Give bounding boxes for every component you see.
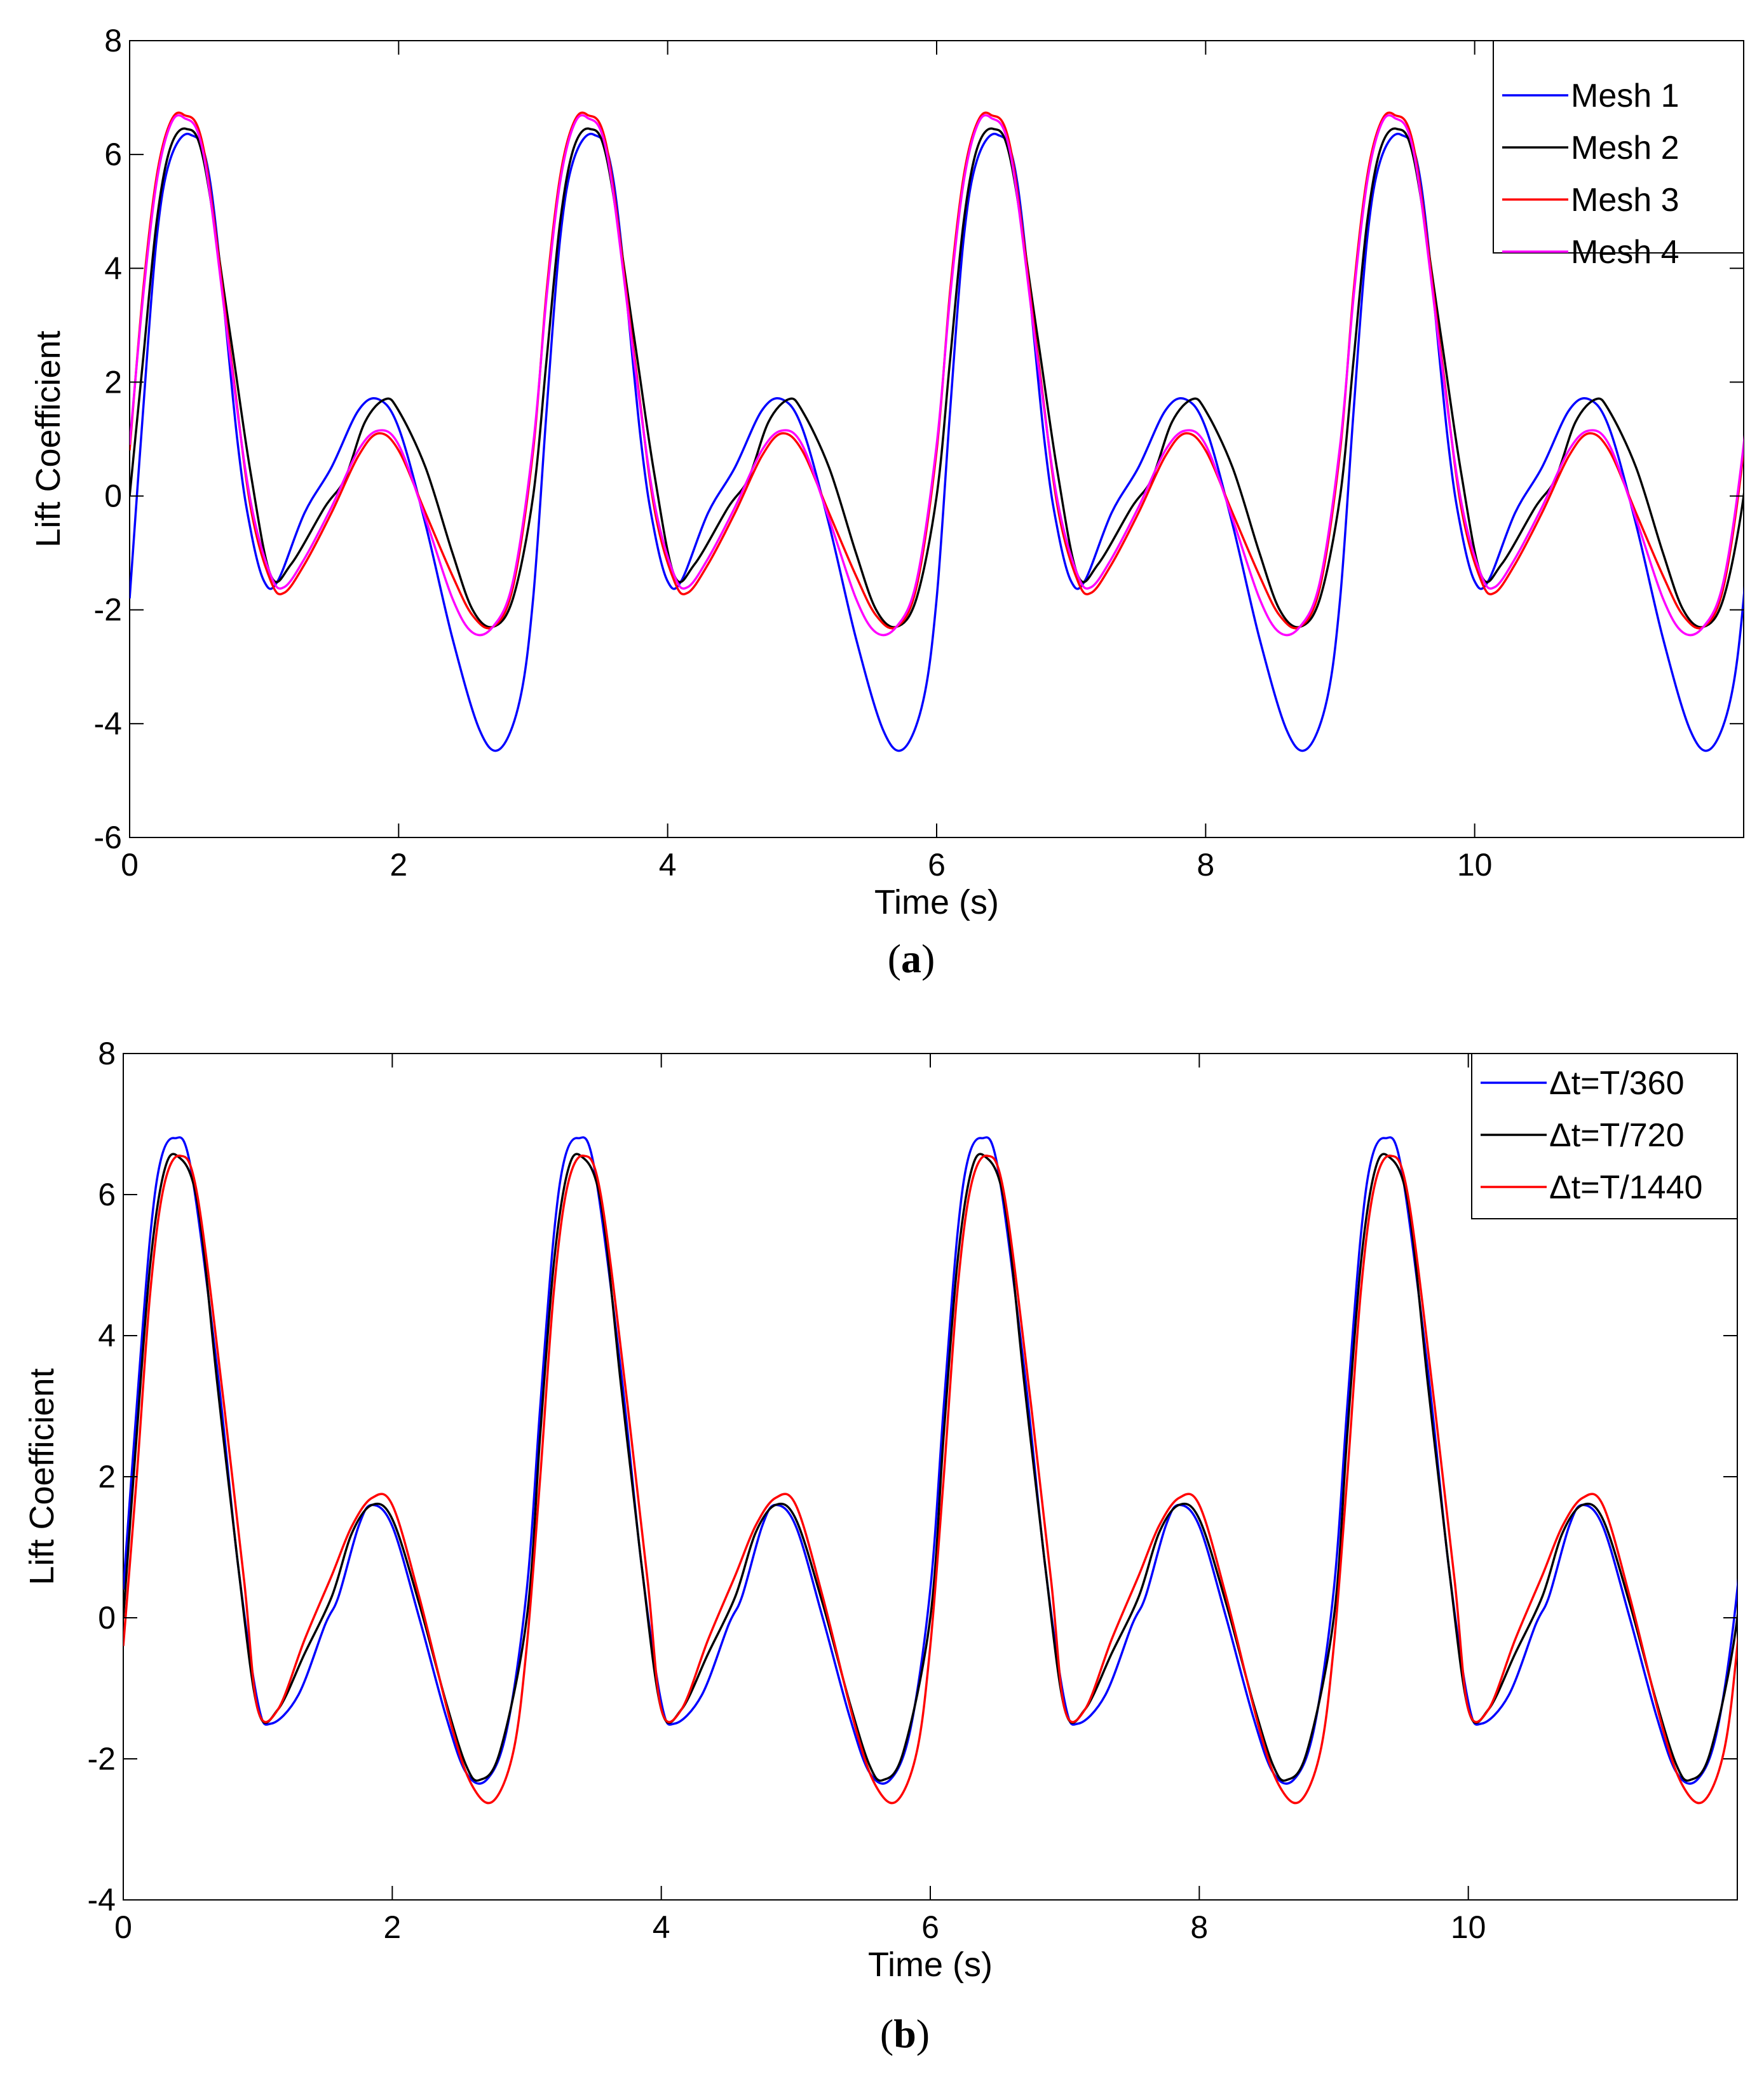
x-tick-label: 2 — [390, 847, 407, 883]
legend-entry-2: Mesh 2 — [1571, 130, 1679, 166]
series-layer — [123, 1136, 1737, 1805]
x-tick-label: 4 — [653, 1909, 670, 1945]
y-tick-label: -4 — [88, 1882, 116, 1918]
legend-box — [1471, 1053, 1738, 1219]
legend-entry-1: Mesh 1 — [1571, 78, 1679, 114]
x-tick-label: 2 — [383, 1909, 401, 1945]
y-tick-label: 2 — [98, 1459, 116, 1494]
y-tick-label: 0 — [104, 478, 122, 514]
y-axis-label: Lift Coefficient — [29, 330, 67, 547]
axis-layer — [123, 1053, 1737, 1901]
caption-close-paren: ) — [916, 2011, 930, 2056]
panel-caption-a: (a) — [888, 936, 935, 981]
legend-entry-2: Δt=T/720 — [1549, 1117, 1685, 1154]
series-line-1 — [123, 1136, 1737, 1785]
x-tick-label: 6 — [928, 847, 946, 883]
x-tick-label: 0 — [121, 847, 139, 883]
x-tick-label: 8 — [1197, 847, 1214, 883]
legend-entry-4: Mesh 4 — [1571, 234, 1679, 271]
x-tick-label: 8 — [1190, 1909, 1208, 1945]
y-axis-label: Lift Coefficient — [23, 1368, 61, 1585]
caption-open-paren: ( — [888, 936, 901, 981]
chart-panel-b: 0 2 4 6 8 10 -4 -2 0 2 4 6 8 Time (s) Lift Coeffici… — [23, 1036, 1738, 1984]
x-tick-label: 10 — [1451, 1909, 1486, 1945]
x-tick-label: 0 — [114, 1909, 132, 1945]
y-tick-labels: -4 -2 0 2 4 6 8 — [88, 1036, 116, 1918]
y-tick-label: 6 — [98, 1177, 116, 1212]
legend-entry-1: Δt=T/360 — [1549, 1065, 1685, 1102]
legend-entry-3: Δt=T/1440 — [1549, 1169, 1702, 1206]
series-layer — [130, 111, 1744, 752]
x-axis-label: Time (s) — [874, 883, 999, 921]
series-line-3 — [123, 1155, 1737, 1805]
x-tick-label: 4 — [659, 847, 677, 883]
x-axis-label: Time (s) — [868, 1946, 993, 1984]
y-tick-label: 2 — [104, 364, 122, 400]
x-tick-label: 10 — [1457, 847, 1493, 883]
legend-entry-3: Mesh 3 — [1571, 182, 1679, 219]
series-line-3 — [130, 111, 1744, 630]
y-tick-label: 4 — [98, 1318, 116, 1353]
series-line-2 — [130, 127, 1744, 628]
caption-close-paren: ) — [921, 936, 935, 981]
x-tick-labels: 0 2 4 6 8 10 — [121, 847, 1492, 883]
legend: Δt=T/360 Δt=T/720 Δt=T/1440 — [1471, 1053, 1738, 1219]
caption-open-paren: ( — [880, 2011, 893, 2056]
y-tick-label: -6 — [94, 820, 122, 855]
x-tick-label: 6 — [921, 1909, 939, 1945]
y-tick-label: 6 — [104, 137, 122, 172]
panel-caption-b: (b) — [880, 2011, 930, 2056]
series-line-4 — [130, 114, 1744, 637]
caption-letter: b — [893, 2011, 916, 2056]
x-tick-labels: 0 2 4 6 8 10 — [114, 1909, 1486, 1945]
y-tick-label: -2 — [88, 1741, 116, 1777]
series-line-1 — [130, 132, 1744, 752]
y-tick-label: -2 — [94, 592, 122, 628]
plot-frame — [123, 1053, 1738, 1901]
caption-letter: a — [901, 936, 921, 981]
y-tick-label: 8 — [104, 23, 122, 58]
y-tick-label: 4 — [104, 250, 122, 286]
chart-panel-a: 0 2 4 6 8 10 -6 -4 -2 0 2 4 6 8 Time (s) Lift Coeffi… — [29, 23, 1744, 921]
y-tick-label: 8 — [98, 1036, 116, 1071]
y-tick-label: -4 — [94, 706, 122, 742]
y-tick-labels: -6 -4 -2 0 2 4 6 8 — [94, 23, 122, 855]
y-tick-label: 0 — [98, 1600, 116, 1636]
legend: Mesh 1 Mesh 2 Mesh 3 Mesh 4 — [1493, 40, 1744, 271]
